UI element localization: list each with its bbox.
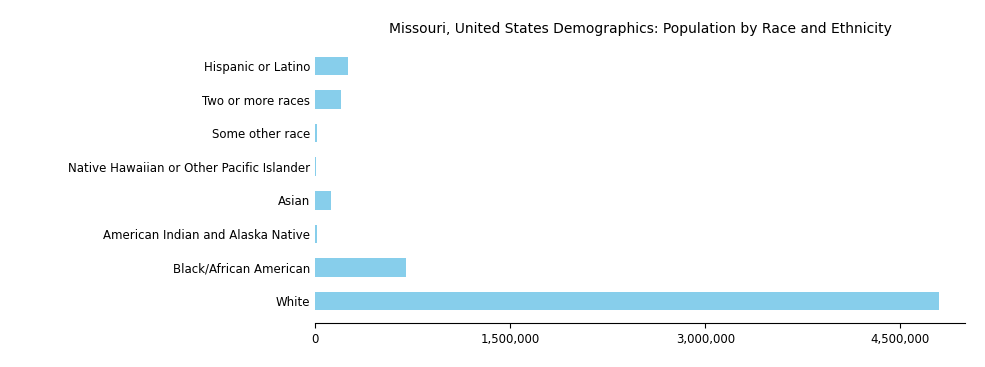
Bar xyxy=(315,292,940,310)
Bar xyxy=(315,225,317,243)
Bar xyxy=(315,258,406,277)
Bar xyxy=(315,191,331,210)
Title: Missouri, United States Demographics: Population by Race and Ethnicity: Missouri, United States Demographics: Po… xyxy=(389,22,891,36)
Bar xyxy=(315,124,317,142)
Bar xyxy=(315,90,341,109)
Bar xyxy=(315,57,348,75)
